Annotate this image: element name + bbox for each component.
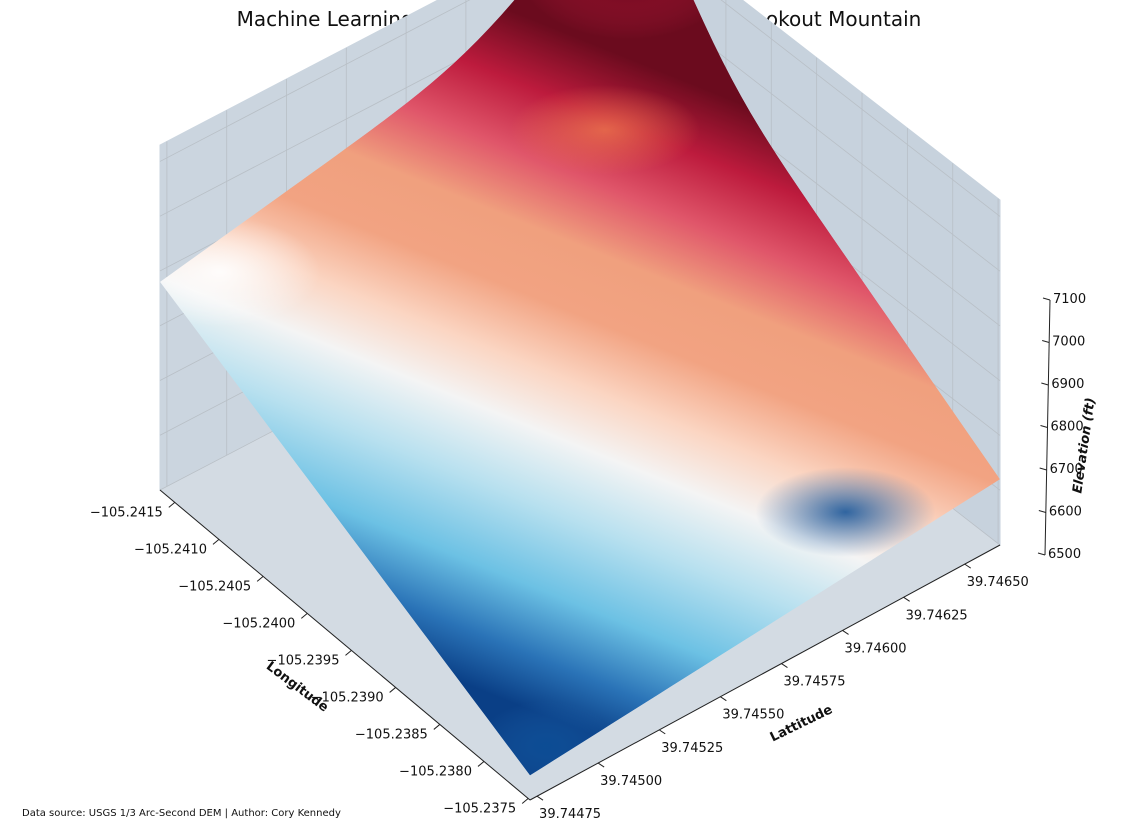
right-wall-gridline xyxy=(720,0,1001,217)
x-tick-label: −105.2415 xyxy=(90,505,163,520)
y-tick-label: 39.74650 xyxy=(967,575,1029,590)
z-tick xyxy=(1037,552,1046,556)
elevation-surface xyxy=(160,0,1000,776)
y-tick-label: 39.74500 xyxy=(600,774,662,789)
z-axis-label: Elevation (ft) xyxy=(1070,397,1098,495)
x-tick-label: −105.2375 xyxy=(443,801,516,816)
x-tick-label: −105.2385 xyxy=(355,727,428,742)
x-tick xyxy=(389,687,396,693)
x-axis-line xyxy=(159,489,531,801)
z-tick-label: 6600 xyxy=(1049,505,1082,520)
x-tick xyxy=(477,761,485,767)
x-tick-label: −105.2380 xyxy=(399,764,472,779)
z-tick xyxy=(1041,382,1049,386)
y-tick xyxy=(903,596,910,602)
x-tick xyxy=(433,724,441,730)
x-tick-label: −105.2400 xyxy=(222,616,295,631)
y-tick-label: 39.74575 xyxy=(783,675,845,690)
y-tick xyxy=(720,696,727,702)
surface-colormap xyxy=(160,0,1000,776)
x-tick xyxy=(345,650,352,656)
x-tick-label: −105.2395 xyxy=(267,653,340,668)
x-tick xyxy=(168,502,176,508)
x-tick-label: −105.2390 xyxy=(311,690,384,705)
axes: −105.2415 −105.2410 −105.2405 −105.2400 −105… xyxy=(90,292,1086,822)
y-tick xyxy=(781,663,788,668)
data-source-footer: Data source: USGS 1/3 Arc-Second DEM | A… xyxy=(22,808,341,819)
y-tick-label: 39.74525 xyxy=(661,741,723,756)
x-tick-label: −105.2405 xyxy=(178,579,251,594)
x-tick xyxy=(212,539,220,545)
y-tick-label: 39.74550 xyxy=(722,708,784,723)
y-tick xyxy=(842,630,849,635)
ridge-shading xyxy=(510,84,700,175)
y-tick-label: 39.74475 xyxy=(539,807,601,822)
peak-shading xyxy=(518,0,739,40)
z-tick-label: 6800 xyxy=(1051,420,1084,435)
x-tick xyxy=(256,576,264,582)
x-tick xyxy=(300,613,308,619)
y-tick-label: 39.74600 xyxy=(845,641,907,656)
z-tick xyxy=(1042,297,1051,301)
z-tick-label: 6500 xyxy=(1048,547,1081,562)
y-tick xyxy=(964,563,972,569)
z-tick-label: 6900 xyxy=(1051,377,1084,392)
y-tick xyxy=(597,762,605,768)
z-tick xyxy=(1042,340,1050,343)
x-tick xyxy=(521,798,529,804)
right-low-shading xyxy=(755,467,936,558)
surface-fill xyxy=(160,0,1000,776)
z-tick xyxy=(1039,467,1047,471)
left-wall-gridline xyxy=(159,0,471,162)
y-tick xyxy=(536,795,544,801)
z-tick xyxy=(1038,510,1046,513)
y-tick-label: 39.74625 xyxy=(906,608,968,623)
y-axis-line xyxy=(529,544,1001,801)
z-tick-label: 7000 xyxy=(1052,335,1085,350)
y-tick xyxy=(658,729,666,735)
z-tick-label: 7100 xyxy=(1053,292,1086,307)
x-tick-label: −105.2410 xyxy=(134,542,207,557)
z-tick-label: 6700 xyxy=(1050,462,1083,477)
z-tick xyxy=(1040,425,1048,428)
